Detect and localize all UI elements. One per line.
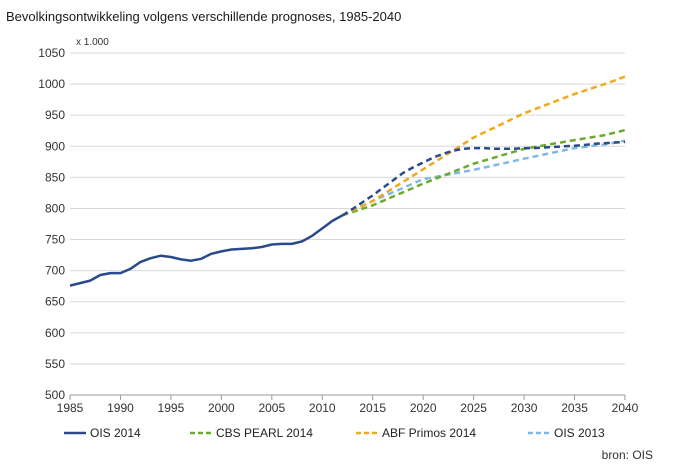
series-line-cbs-pearl-2014 xyxy=(342,128,626,217)
y-tick-label-800: 800 xyxy=(45,201,65,215)
legend-item-ois-2013: OIS 2013 xyxy=(528,425,605,441)
legend-label-cbs-pearl-2014: CBS PEARL 2014 xyxy=(216,426,313,440)
x-tick-label-1985: 1985 xyxy=(57,401,84,415)
y-tick-label-1050: 1050 xyxy=(38,46,65,60)
series-line-ois-2014-observed xyxy=(69,214,344,287)
y-tick-label-900: 900 xyxy=(45,139,65,153)
legend-item-ois-2014: OIS 2014 xyxy=(64,425,141,441)
legend-swatch-ois-2014 xyxy=(64,431,86,435)
series-line-ois-2013 xyxy=(341,139,626,217)
legend-item-cbs-pearl-2014: CBS PEARL 2014 xyxy=(190,425,313,441)
y-tick-label-500: 500 xyxy=(45,388,65,402)
x-tick-label-2035: 2035 xyxy=(561,401,588,415)
series-line-ois-2014-forecast xyxy=(341,140,626,217)
chart-title: Bevolkingsontwikkeling volgens verschill… xyxy=(6,9,402,24)
y-tick-label-550: 550 xyxy=(45,357,65,371)
x-tick-label-2020: 2020 xyxy=(410,401,437,415)
y-axis-unit-label: x 1.000 xyxy=(76,37,109,48)
y-tick-label-950: 950 xyxy=(45,108,65,122)
x-tick-label-2015: 2015 xyxy=(359,401,386,415)
x-tick-label-2000: 2000 xyxy=(208,401,235,415)
legend-swatch-cbs-pearl-2014 xyxy=(190,431,212,435)
y-tick-label-700: 700 xyxy=(45,264,65,278)
x-tick-label-1990: 1990 xyxy=(107,401,134,415)
legend-item-abf-primos-2014: ABF Primos 2014 xyxy=(356,425,476,441)
source-note: bron: OIS xyxy=(601,448,653,462)
x-tick-label-2010: 2010 xyxy=(309,401,336,415)
y-tick-label-600: 600 xyxy=(45,326,65,340)
legend-swatch-ois-2013 xyxy=(528,431,550,435)
legend-label-ois-2013: OIS 2013 xyxy=(554,426,605,440)
x-tick-label-2005: 2005 xyxy=(258,401,285,415)
series-line-abf-primos-2014 xyxy=(341,75,626,217)
y-tick-label-650: 650 xyxy=(45,295,65,309)
y-tick-label-850: 850 xyxy=(45,170,65,184)
x-tick-label-2030: 2030 xyxy=(511,401,538,415)
legend-swatch-abf-primos-2014 xyxy=(356,431,378,435)
legend-label-abf-primos-2014: ABF Primos 2014 xyxy=(382,426,477,440)
x-tick-label-2025: 2025 xyxy=(460,401,487,415)
x-tick-label-2040: 2040 xyxy=(612,401,639,415)
y-tick-label-1000: 1000 xyxy=(38,77,65,91)
legend-label-ois-2014: OIS 2014 xyxy=(90,426,141,440)
x-tick-label-1995: 1995 xyxy=(158,401,185,415)
y-tick-label-750: 750 xyxy=(45,233,65,247)
